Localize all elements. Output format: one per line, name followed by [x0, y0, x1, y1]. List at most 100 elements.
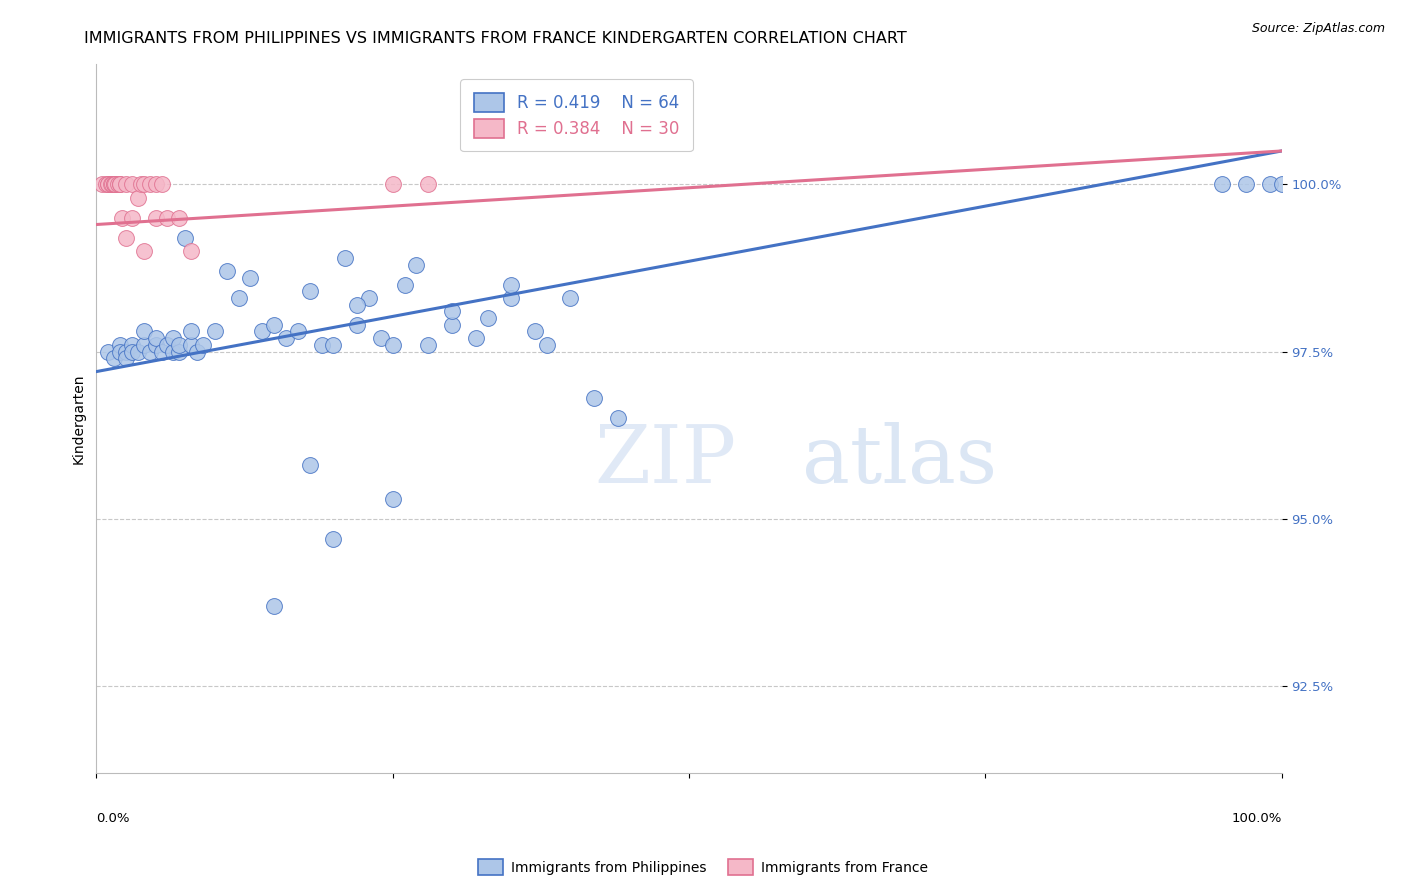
Point	[169, 338, 191, 352]
Point	[287, 325, 309, 339]
Point	[97, 178, 120, 192]
Point	[115, 178, 138, 192]
Point	[440, 318, 463, 332]
Point	[405, 258, 427, 272]
Point	[357, 291, 380, 305]
Text: ZIP: ZIP	[595, 422, 737, 500]
Point	[108, 178, 131, 192]
Point	[381, 338, 404, 352]
Legend: Immigrants from Philippines, Immigrants from France: Immigrants from Philippines, Immigrants …	[472, 854, 934, 880]
Point	[169, 344, 191, 359]
Legend: R = 0.419    N = 64, R = 0.384    N = 30: R = 0.419 N = 64, R = 0.384 N = 30	[460, 79, 693, 152]
Point	[322, 338, 344, 352]
Text: 100.0%: 100.0%	[1232, 812, 1282, 825]
Point	[103, 178, 125, 192]
Point	[370, 331, 392, 345]
Point	[381, 178, 404, 192]
Point	[215, 264, 238, 278]
Point	[583, 392, 606, 406]
Point	[121, 178, 143, 192]
Point	[108, 338, 131, 352]
Point	[346, 298, 368, 312]
Point	[97, 344, 120, 359]
Point	[228, 291, 250, 305]
Point	[346, 318, 368, 332]
Point	[162, 331, 184, 345]
Point	[145, 178, 167, 192]
Point	[263, 318, 285, 332]
Point	[138, 344, 160, 359]
Point	[94, 178, 117, 192]
Point	[121, 338, 143, 352]
Point	[418, 338, 440, 352]
Point	[121, 344, 143, 359]
Point	[91, 178, 114, 192]
Point	[169, 211, 191, 225]
Point	[100, 178, 122, 192]
Point	[263, 599, 285, 613]
Point	[298, 285, 321, 299]
Point	[145, 338, 167, 352]
Point	[162, 344, 184, 359]
Point	[103, 178, 125, 192]
Point	[115, 231, 138, 245]
Point	[132, 244, 155, 259]
Point	[127, 191, 149, 205]
Point	[108, 344, 131, 359]
Point	[97, 178, 120, 192]
Point	[186, 344, 208, 359]
Point	[1271, 178, 1294, 192]
Point	[274, 331, 297, 345]
Point	[501, 277, 523, 292]
Point	[523, 325, 546, 339]
Point	[311, 338, 333, 352]
Point	[115, 351, 138, 366]
Point	[1211, 178, 1233, 192]
Point	[104, 178, 127, 192]
Point	[150, 178, 173, 192]
Point	[191, 338, 214, 352]
Point	[381, 491, 404, 506]
Point	[111, 211, 134, 225]
Point	[1234, 178, 1257, 192]
Point	[440, 304, 463, 318]
Point	[298, 458, 321, 473]
Point	[132, 178, 155, 192]
Point	[127, 344, 149, 359]
Point	[132, 325, 155, 339]
Point	[477, 311, 499, 326]
Point	[252, 325, 274, 339]
Point	[606, 411, 628, 425]
Text: atlas: atlas	[801, 422, 997, 500]
Text: IMMIGRANTS FROM PHILIPPINES VS IMMIGRANTS FROM FRANCE KINDERGARTEN CORRELATION C: IMMIGRANTS FROM PHILIPPINES VS IMMIGRANT…	[84, 31, 907, 46]
Point	[150, 344, 173, 359]
Y-axis label: Kindergarten: Kindergarten	[72, 373, 86, 464]
Point	[100, 178, 122, 192]
Point	[204, 325, 226, 339]
Point	[138, 178, 160, 192]
Point	[107, 178, 129, 192]
Text: Source: ZipAtlas.com: Source: ZipAtlas.com	[1251, 22, 1385, 36]
Point	[103, 351, 125, 366]
Point	[322, 532, 344, 546]
Point	[180, 244, 202, 259]
Point	[108, 178, 131, 192]
Point	[174, 231, 197, 245]
Point	[464, 331, 486, 345]
Point	[335, 251, 357, 265]
Point	[132, 338, 155, 352]
Text: 0.0%: 0.0%	[97, 812, 129, 825]
Point	[1258, 178, 1281, 192]
Point	[121, 211, 143, 225]
Point	[156, 338, 179, 352]
Point	[239, 271, 262, 285]
Point	[560, 291, 582, 305]
Point	[145, 211, 167, 225]
Point	[180, 338, 202, 352]
Point	[180, 325, 202, 339]
Point	[115, 344, 138, 359]
Point	[536, 338, 558, 352]
Point	[418, 178, 440, 192]
Point	[145, 331, 167, 345]
Point	[501, 291, 523, 305]
